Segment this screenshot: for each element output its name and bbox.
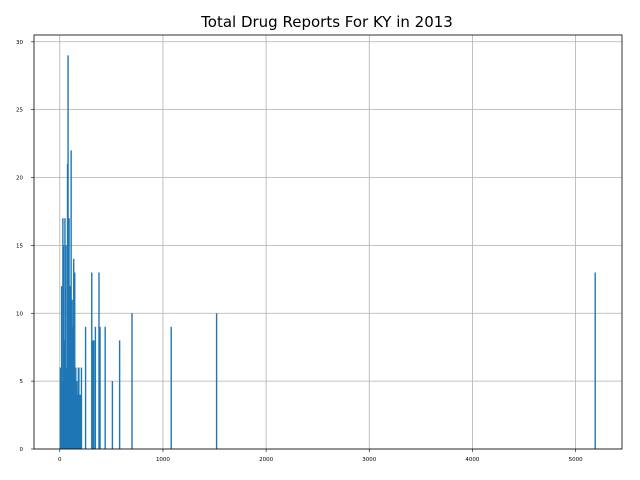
bar <box>64 218 66 449</box>
bar <box>79 394 82 449</box>
bar <box>111 381 114 449</box>
x-tick-label: 5000 <box>569 457 583 463</box>
bar <box>98 272 100 449</box>
bar <box>80 367 83 449</box>
y-tick-label: 30 <box>16 40 23 46</box>
y-tick-label: 25 <box>16 108 23 114</box>
bar <box>74 272 76 449</box>
y-tick-label: 15 <box>16 243 23 249</box>
y-tick-label: 5 <box>20 379 24 385</box>
chart-title: Total Drug Reports For KY in 2013 <box>200 13 453 31</box>
bar <box>91 272 93 449</box>
x-tick-label: 0 <box>58 457 62 463</box>
bar <box>67 55 69 449</box>
x-tick-label: 3000 <box>362 457 376 463</box>
bar <box>59 367 62 449</box>
bar <box>104 326 106 449</box>
bar <box>93 340 95 449</box>
bar <box>118 340 121 449</box>
bar <box>84 326 87 449</box>
bar <box>60 286 63 449</box>
bar <box>65 245 67 449</box>
plot-frame <box>33 34 623 450</box>
x-tick-label: 1000 <box>156 457 170 463</box>
bar <box>94 326 97 449</box>
bars <box>59 55 596 450</box>
bar <box>73 258 75 449</box>
y-tick-label: 20 <box>16 176 23 182</box>
axis-ticks: 0 1000 2000 3000 4000 5000 0 5 10 15 20 25 30 <box>16 40 583 463</box>
x-tick-label: 4000 <box>465 457 479 463</box>
bar <box>92 340 94 449</box>
bar <box>170 326 172 449</box>
y-tick-label: 10 <box>16 311 23 317</box>
bar <box>215 313 218 449</box>
bar <box>131 313 133 449</box>
x-tick-label: 2000 <box>259 457 273 463</box>
y-tick-label: 0 <box>20 447 24 453</box>
bar <box>99 326 101 449</box>
bar <box>594 272 596 449</box>
bar <box>78 394 81 449</box>
bar <box>68 218 70 449</box>
bar <box>70 150 72 449</box>
